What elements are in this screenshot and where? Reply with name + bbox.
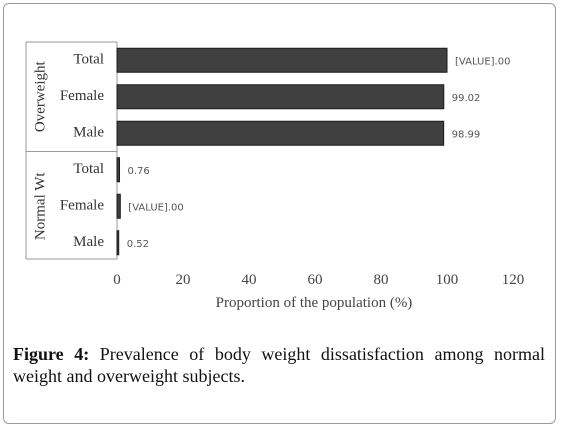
data-label: 0.52 [127,239,149,250]
bar [116,230,120,256]
bar-chart: Overweight Total [VALUE].00 Female 99.02 Male… [25,41,525,311]
data-label: 98.99 [452,129,481,140]
bar [116,193,121,219]
x-axis-title: Proportion of the population (%) [216,295,413,311]
data-label: 0.76 [128,166,150,177]
data-label: [VALUE].00 [128,202,183,213]
x-tick-label: 100 [436,272,459,288]
category-label: Female [60,88,104,104]
x-tick-label: 0 [113,272,121,288]
caption-prefix: Figure 4: [13,344,90,364]
category-label: Male [73,125,104,141]
x-tick-label: 120 [502,272,525,288]
bar [116,47,448,73]
data-label: [VALUE].00 [455,56,510,67]
bar [116,120,445,146]
data-label: 99.02 [452,93,481,104]
caption-text: Prevalence of body weight dissatisfactio… [13,344,545,386]
figure-caption: Figure 4: Prevalence of body weight diss… [13,343,545,387]
group-label: Overweight [32,61,48,133]
category-label: Total [73,52,104,68]
x-tick-label: 40 [242,272,257,288]
group-label: Normal Wt [32,172,48,240]
category-label: Total [73,161,104,177]
bar [116,157,121,183]
x-tick-label: 60 [308,272,323,288]
category-label: Female [60,198,104,214]
category-label: Male [73,234,104,250]
bar [116,84,445,110]
x-tick-label: 80 [374,272,389,288]
x-tick-label: 20 [176,272,191,288]
figure-frame [3,3,556,424]
